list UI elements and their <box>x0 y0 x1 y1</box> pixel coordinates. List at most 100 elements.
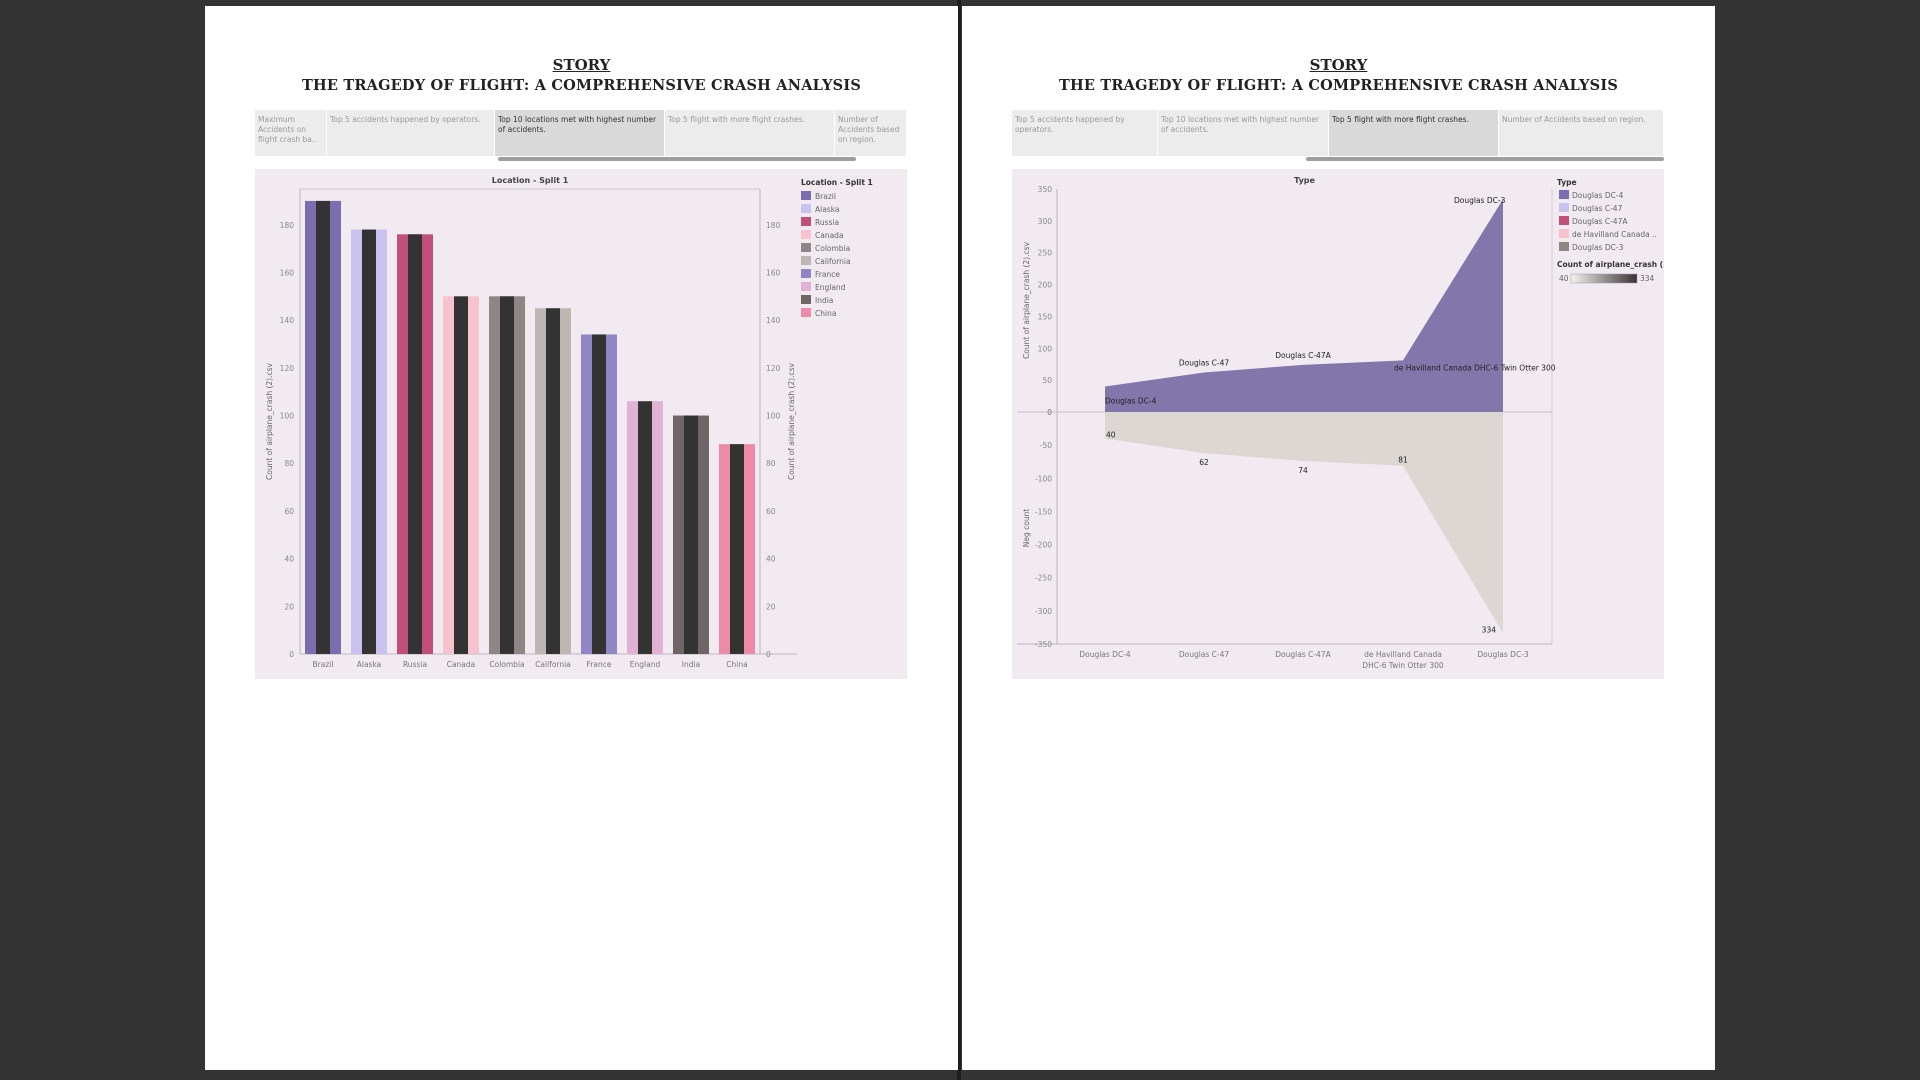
point-label-lower: 74 <box>1298 466 1308 475</box>
legend-label: Douglas DC-4 <box>1572 191 1624 200</box>
location-bar-chart: Location - Split 1 0 0 20 20 40 40 60 60 80 80 100 1… <box>265 176 873 669</box>
legend-swatch <box>801 308 811 317</box>
color-legend-max: 334 <box>1640 274 1655 283</box>
y-tick-label-right: 20 <box>766 602 776 611</box>
point-label-lower: 334 <box>1482 625 1497 634</box>
x-tick-label: Douglas C-47A <box>1275 650 1331 659</box>
bar-overlay-california <box>546 308 560 654</box>
point-label-upper: Douglas C-47 <box>1179 358 1230 367</box>
legend-swatch <box>1559 242 1569 251</box>
x-tick-label: Douglas DC-4 <box>1079 650 1131 659</box>
bar-overlay-alaska <box>362 229 376 654</box>
y-tick-label-lower: -50 <box>1040 441 1052 450</box>
story-tab-label: Number of Accidents based on region. <box>838 115 900 144</box>
y-tick-label-left: 60 <box>284 507 294 516</box>
legend-label: Canada <box>815 231 844 240</box>
point-label-upper: Douglas DC-3 <box>1454 196 1506 205</box>
story-title: STORY <box>552 56 611 74</box>
story-navigator: Top 5 accidents happened by operators. T… <box>1012 110 1664 156</box>
legend-swatch <box>801 204 811 213</box>
legend-label: de Havilland Canada .. <box>1572 230 1657 239</box>
legend-swatch <box>801 256 811 265</box>
point-label-lower: 62 <box>1199 458 1209 467</box>
story-tab-2[interactable]: Top 5 accidents happened by operators. <box>327 110 495 156</box>
x-tick-label: France <box>587 660 612 669</box>
x-tick-label: California <box>535 660 571 669</box>
y-tick-label-right: 180 <box>766 221 781 230</box>
x-tick-label: Douglas DC-3 <box>1477 650 1529 659</box>
story-tab-5[interactable]: Number of Accidents based on region. <box>835 110 907 156</box>
y-tick-label-upper: 150 <box>1038 312 1053 321</box>
story-page-right: STORY THE TRAGEDY OF FLIGHT: A COMPREHEN… <box>962 6 1715 1070</box>
y-tick-label-right: 100 <box>766 412 781 421</box>
legend-swatch <box>801 191 811 200</box>
legend-swatch <box>801 282 811 291</box>
legend-label: Russia <box>815 218 839 227</box>
legend-swatch <box>1559 229 1569 238</box>
story-tab-4[interactable]: Top 5 flight with more flight crashes. <box>665 110 835 156</box>
y-tick-label-lower: -150 <box>1035 507 1052 516</box>
bar-overlay-canada <box>454 296 468 654</box>
story-subtitle: THE TRAGEDY OF FLIGHT: A COMPREHENSIVE C… <box>1059 77 1618 94</box>
y-tick-label-left: 100 <box>280 412 295 421</box>
type-area-chart: Type0501001502002503003500-50-100-150-20… <box>1017 176 1669 670</box>
x-tick-label: Russia <box>403 660 427 669</box>
y-tick-label-left: 140 <box>280 316 295 325</box>
legend-title: Location - Split 1 <box>801 178 873 187</box>
y-tick-label-upper: 200 <box>1038 281 1053 290</box>
y-tick-label-lower: 0 <box>1047 408 1052 417</box>
story-tab-label: Top 10 locations met with highest number… <box>498 115 657 134</box>
y-tick-label-lower: -100 <box>1035 474 1052 483</box>
story-tab-1[interactable]: Maximum Accidents on flight crash ba.. <box>255 110 327 156</box>
story-tab-label: Top 5 flight with more flight crashes. <box>668 115 805 124</box>
story-tab-label: Maximum Accidents on flight crash ba.. <box>258 115 317 144</box>
point-label-upper: de Havilland Canada DHC-6 Twin Otter 300 <box>1394 363 1556 372</box>
story-tab-4[interactable]: Number of Accidents based on region. <box>1499 110 1664 156</box>
y-tick-label-upper: 350 <box>1038 185 1053 194</box>
legend-label: Douglas C-47 <box>1572 204 1623 213</box>
bar-overlay-colombia <box>500 296 514 654</box>
story-tab-1[interactable]: Top 5 accidents happened by operators. <box>1012 110 1158 156</box>
legend-label: France <box>815 270 840 279</box>
y-tick-label-right: 60 <box>766 507 776 516</box>
y-tick-label-upper: 250 <box>1038 249 1053 258</box>
y-tick-label-left: 40 <box>284 555 294 564</box>
bar-overlay-india <box>684 415 698 654</box>
x-tick-label: Alaska <box>357 660 382 669</box>
bar-overlay-england <box>638 401 652 654</box>
legend-swatch <box>801 295 811 304</box>
story-title: STORY <box>1309 56 1368 74</box>
bar-overlay-russia <box>408 234 422 655</box>
y-tick-label-right: 40 <box>766 555 776 564</box>
legend-swatch <box>801 217 811 226</box>
tabs-scrollbar[interactable] <box>498 157 856 161</box>
page-divider <box>957 0 961 1080</box>
location-chart-panel: Location - Split 1 0 0 20 20 40 40 60 60 80 80 100 1… <box>255 169 907 679</box>
y-tick-label-right: 160 <box>766 268 781 277</box>
legend-label: Douglas C-47A <box>1572 217 1628 226</box>
legend-swatch <box>801 230 811 239</box>
tabs-scrollbar[interactable] <box>1306 157 1664 161</box>
x-tick-label: Douglas C-47 <box>1179 650 1230 659</box>
bar-overlay-france <box>592 334 606 654</box>
bar-overlay-brazil <box>316 200 330 654</box>
y-tick-label-upper: 50 <box>1042 376 1052 385</box>
story-tab-label: Top 5 accidents happened by operators. <box>1015 115 1125 134</box>
story-tab-2[interactable]: Top 10 locations met with highest number… <box>1158 110 1329 156</box>
legend-swatch <box>801 269 811 278</box>
story-tab-label: Top 5 accidents happened by operators. <box>330 115 481 124</box>
y-tick-label-left: 160 <box>280 268 295 277</box>
lower-area-series <box>1105 412 1503 634</box>
legend-label: England <box>815 283 846 292</box>
legend-swatch <box>801 243 811 252</box>
story-tab-3[interactable]: Top 10 locations met with highest number… <box>495 110 665 156</box>
y-tick-label-right: 120 <box>766 364 781 373</box>
story-tab-3[interactable]: Top 5 flight with more flight crashes. <box>1329 110 1499 156</box>
legend-swatch <box>1559 190 1569 199</box>
y-axis-label-right: Count of airplane_crash (2).csv <box>787 362 796 479</box>
story-tab-label: Top 10 locations met with highest number… <box>1161 115 1320 134</box>
y-axis-label-lower: Neg count <box>1022 509 1031 548</box>
color-legend-title: Count of airplane_crash (.. <box>1557 260 1664 269</box>
legend-label: Alaska <box>815 205 840 214</box>
x-tick-label: Canada <box>447 660 476 669</box>
